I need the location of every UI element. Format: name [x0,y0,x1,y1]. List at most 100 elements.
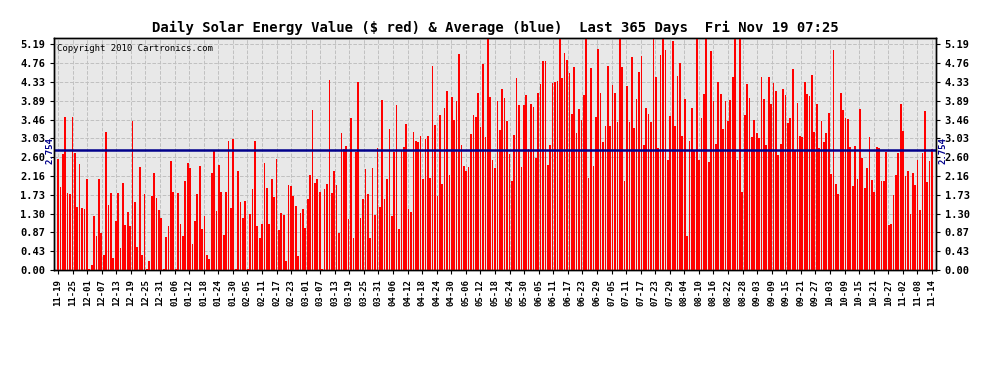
Bar [69,194,71,270]
Bar [597,50,599,270]
Bar [782,89,784,270]
Bar [780,144,781,270]
Bar [139,167,141,270]
Bar [703,94,705,270]
Bar [787,123,789,270]
Bar [514,135,515,270]
Bar [715,144,717,270]
Bar [605,126,606,270]
Bar [100,232,102,270]
Bar [83,209,85,270]
Bar [480,127,481,270]
Bar [775,92,777,270]
Bar [307,200,309,270]
Bar [580,120,582,270]
Bar [132,122,134,270]
Bar [410,212,412,270]
Bar [885,152,887,270]
Bar [629,122,631,270]
Bar [300,213,301,270]
Bar [617,122,619,270]
Bar [742,192,743,270]
Bar [755,134,757,270]
Bar [622,67,623,270]
Bar [497,100,498,270]
Bar [669,116,671,270]
Bar [804,82,806,270]
Bar [93,216,95,270]
Bar [393,152,395,270]
Bar [179,224,181,270]
Bar [339,233,340,270]
Bar [105,132,107,270]
Bar [526,95,527,270]
Bar [422,180,424,270]
Bar [76,207,78,270]
Bar [268,224,270,270]
Bar [437,195,439,270]
Bar [895,175,897,270]
Bar [329,80,331,270]
Bar [664,50,666,270]
Bar [134,202,136,270]
Bar [799,136,801,270]
Bar [902,131,904,270]
Bar [233,140,235,270]
Bar [322,269,323,270]
Bar [730,100,732,270]
Bar [593,166,594,270]
Bar [280,213,282,270]
Bar [465,171,467,270]
Bar [167,226,169,270]
Bar [439,115,441,270]
Bar [509,153,510,270]
Bar [113,258,114,270]
Bar [110,193,112,270]
Bar [408,209,410,270]
Bar [59,187,61,270]
Title: Daily Solar Energy Value ($ red) & Average (blue)  Last 365 Days  Fri Nov 19 07:: Daily Solar Energy Value ($ red) & Avera… [151,21,839,35]
Bar [919,210,921,270]
Bar [753,120,755,270]
Bar [838,194,840,270]
Bar [929,161,931,270]
Bar [420,136,422,270]
Bar [144,194,146,270]
Bar [758,138,760,270]
Bar [201,229,203,270]
Bar [324,189,326,270]
Bar [442,184,443,270]
Bar [842,110,843,270]
Bar [235,269,237,270]
Bar [777,155,779,270]
Bar [917,160,919,270]
Bar [538,93,539,270]
Text: Copyright 2010 Cartronics.com: Copyright 2010 Cartronics.com [57,45,213,54]
Bar [343,149,345,270]
Bar [910,214,911,270]
Bar [216,211,218,270]
Bar [851,186,853,270]
Bar [66,193,68,270]
Bar [405,124,407,270]
Bar [689,141,690,270]
Bar [413,132,414,270]
Bar [98,179,100,270]
Bar [245,201,247,270]
Bar [127,213,129,270]
Bar [792,69,794,270]
Bar [576,133,577,270]
Bar [57,159,58,270]
Bar [789,118,791,270]
Bar [463,166,464,270]
Bar [379,207,380,270]
Bar [556,81,558,270]
Bar [357,82,359,270]
Bar [684,99,685,270]
Bar [768,77,769,270]
Bar [624,181,626,270]
Bar [706,38,707,270]
Bar [172,192,174,270]
Bar [533,107,535,270]
Bar [326,184,328,270]
